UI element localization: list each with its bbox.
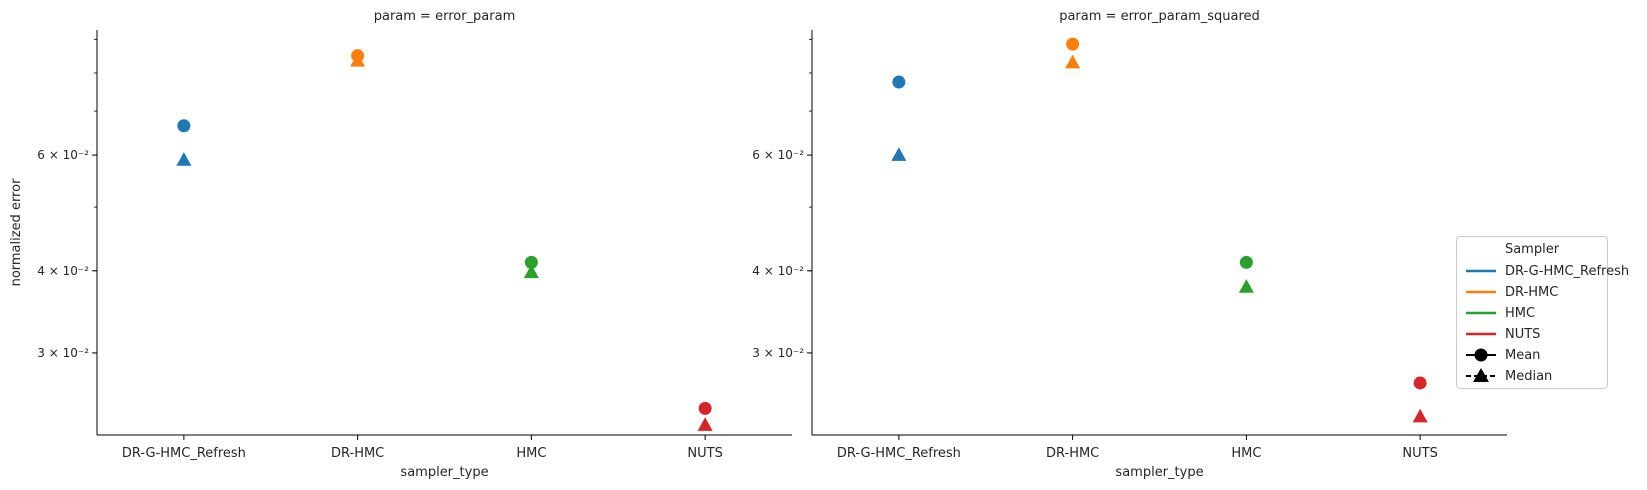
x-tick-label-dr-hmc: DR-HMC [1046,446,1099,461]
legend-item-nuts: NUTS [1463,324,1540,344]
x-tick-label-dr-hmc: DR-HMC [331,446,384,461]
legend-item-dr-g-hmc-refresh: DR-G-HMC_Refresh [1463,261,1629,281]
x-axis-label: sampler_type [1115,465,1203,480]
x-tick-label-dr-g-hmc-refresh: DR-G-HMC_Refresh [122,446,246,461]
x-axis-label: sampler_type [400,465,488,480]
mean-point-nuts [698,401,712,415]
legend-swatch [1466,290,1496,294]
mean-point-dr-hmc [1066,37,1080,51]
legend-circle-marker [1474,348,1488,362]
mean-point-dr-g-hmc-refresh [892,75,906,89]
median-point-hmc [523,264,539,279]
median-point-hmc [1238,279,1254,293]
median-point-dr-hmc [1065,54,1081,69]
y-tick-label: 6 × 10⁻² [752,148,804,162]
y-tick-label: 4 × 10⁻² [752,264,804,278]
legend-swatch [1466,368,1496,382]
median-point-nuts [1412,408,1428,423]
y-tick-label: 4 × 10⁻² [37,264,89,278]
median-point-nuts [697,417,713,431]
facet-panel-error-param: 3 × 10⁻² 4 × 10⁻² 6 × 10⁻² DR-G-HMC_Refresh… [9,9,792,480]
mean-point-dr-g-hmc-refresh [177,119,191,133]
y-axis-label: normalized error [9,178,24,286]
legend-item-dr-hmc: DR-HMC [1463,282,1558,302]
y-tick-label: 6 × 10⁻² [37,148,89,162]
legend: Sampler DR-G-HMC_Refresh DR-HMC HMC NUTS Mea… [1456,236,1629,389]
legend-swatch [1466,348,1496,362]
x-tick-label-hmc: HMC [1231,446,1261,461]
median-point-dr-hmc [350,52,366,67]
x-tick-label-nuts: NUTS [1402,446,1437,461]
legend-label: DR-G-HMC_Refresh [1505,263,1630,279]
legend-label: Mean [1505,347,1541,363]
legend-label: Median [1505,368,1553,384]
legend-item-median: Median [1463,366,1552,386]
legend-label: NUTS [1505,326,1541,342]
legend-item-mean: Mean [1463,345,1540,365]
legend-swatch [1466,332,1496,336]
y-tick-label: 3 × 10⁻² [37,346,89,360]
legend-label: HMC [1505,305,1536,321]
legend-label: DR-HMC [1505,284,1559,300]
mean-point-hmc [1239,255,1253,269]
x-tick-label-dr-g-hmc-refresh: DR-G-HMC_Refresh [837,446,961,461]
panel-title: param = error_param_squared [1059,9,1260,24]
median-point-dr-g-hmc-refresh [176,152,192,166]
mean-point-nuts [1413,376,1427,390]
facet-panel-error-param-squared: 3 × 10⁻² 4 × 10⁻² 6 × 10⁻² DR-G-HMC_Refresh… [752,9,1507,480]
mean-point-hmc [524,255,538,269]
legend-swatch [1466,311,1496,315]
legend-triangle-marker [1473,368,1489,382]
legend-item-hmc: HMC [1463,303,1535,323]
median-point-dr-g-hmc-refresh [891,147,907,161]
legend-title: Sampler [1504,242,1560,257]
x-tick-label-hmc: HMC [516,446,546,461]
legend-swatch [1466,269,1496,273]
y-tick-label: 3 × 10⁻² [752,346,804,360]
x-tick-label-nuts: NUTS [687,446,722,461]
panel-title: param = error_param [374,9,516,24]
